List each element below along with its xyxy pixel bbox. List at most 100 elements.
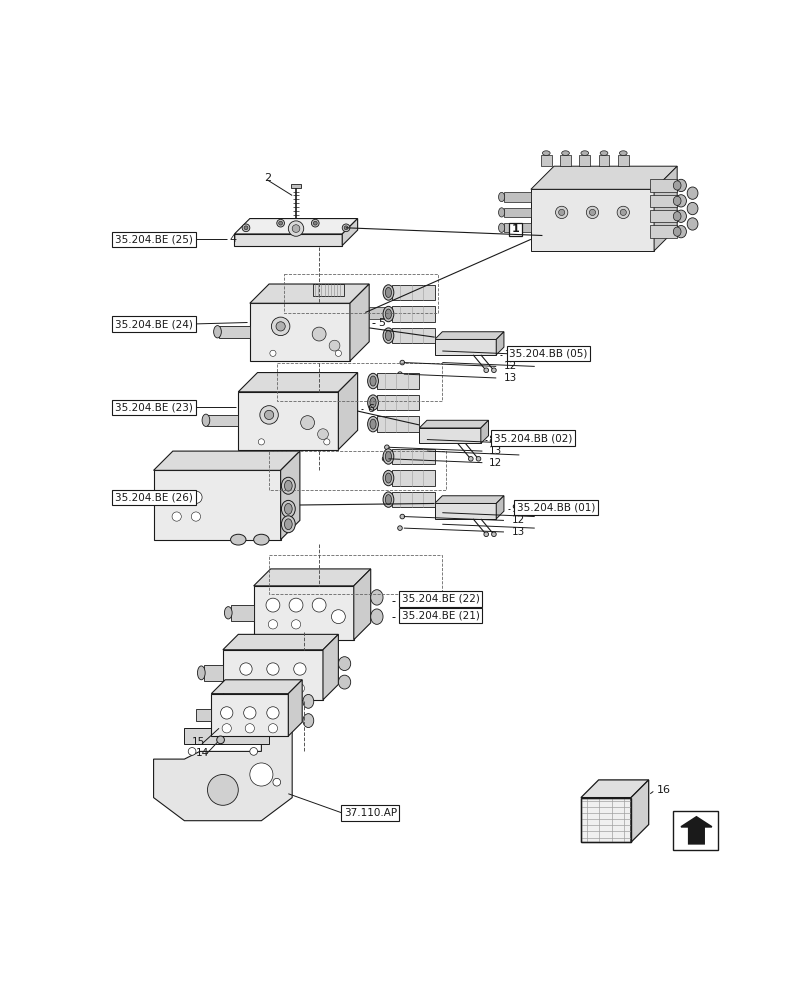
Polygon shape [234,219,357,234]
Circle shape [172,512,181,521]
Ellipse shape [672,227,680,236]
Polygon shape [650,179,676,192]
Circle shape [239,663,252,675]
Ellipse shape [385,287,391,297]
Polygon shape [598,155,609,166]
Text: 13: 13 [511,527,524,537]
Polygon shape [219,326,250,338]
Polygon shape [392,328,434,343]
Circle shape [268,684,277,693]
Polygon shape [418,428,480,443]
Circle shape [170,491,182,503]
Circle shape [331,610,345,624]
Text: 11: 11 [397,612,410,622]
Ellipse shape [253,534,268,545]
Ellipse shape [281,477,295,494]
Ellipse shape [230,534,246,545]
Polygon shape [338,373,357,450]
Circle shape [266,598,280,612]
Circle shape [222,724,231,733]
Polygon shape [680,817,711,844]
Circle shape [221,707,233,719]
Ellipse shape [367,373,378,389]
Polygon shape [234,234,341,246]
Bar [284,274,438,312]
Polygon shape [211,680,302,694]
Ellipse shape [202,414,209,426]
Polygon shape [496,496,504,519]
Circle shape [317,429,328,440]
Ellipse shape [385,451,391,461]
Polygon shape [434,332,504,339]
Polygon shape [504,192,530,202]
Polygon shape [434,496,504,503]
Circle shape [260,406,278,424]
Ellipse shape [213,326,221,338]
Ellipse shape [303,694,313,708]
Ellipse shape [498,208,504,217]
Polygon shape [650,195,676,207]
Ellipse shape [675,179,685,192]
Ellipse shape [675,210,685,222]
Polygon shape [496,332,504,355]
Circle shape [586,206,598,219]
Ellipse shape [284,480,292,491]
Text: 35.204.BB (05): 35.204.BB (05) [508,348,587,358]
Polygon shape [288,680,302,736]
Polygon shape [211,694,288,736]
Circle shape [258,439,264,445]
Polygon shape [253,586,354,640]
Text: 35.204.BE (22): 35.204.BE (22) [401,594,478,604]
Circle shape [616,206,629,219]
Polygon shape [291,184,300,188]
Polygon shape [504,223,530,232]
Polygon shape [530,189,654,251]
Circle shape [620,209,625,215]
Polygon shape [208,415,238,426]
Text: 35.204.BB (01): 35.204.BB (01) [517,502,594,512]
Text: 16: 16 [655,785,670,795]
Text: 1: 1 [511,224,519,234]
Ellipse shape [672,196,680,205]
Ellipse shape [385,331,391,341]
Text: 35.204.BB (02): 35.204.BB (02) [493,433,572,443]
Text: 14: 14 [195,748,209,758]
Text: 5: 5 [378,318,385,328]
Circle shape [400,514,404,519]
Text: 15: 15 [192,737,205,747]
Circle shape [384,445,388,450]
Circle shape [276,322,285,331]
Polygon shape [418,420,488,428]
Text: 8: 8 [488,435,495,445]
Ellipse shape [686,202,697,215]
Circle shape [311,327,326,341]
Circle shape [397,372,401,376]
Circle shape [491,368,496,373]
Polygon shape [392,306,434,322]
Circle shape [288,221,303,236]
Circle shape [295,684,304,693]
Text: 9: 9 [511,504,518,514]
Circle shape [335,350,341,356]
Circle shape [268,620,277,629]
Polygon shape [350,284,369,361]
Polygon shape [579,155,590,166]
Circle shape [311,598,326,612]
Circle shape [313,221,317,225]
Ellipse shape [498,192,504,202]
Polygon shape [434,503,496,519]
Polygon shape [153,451,299,470]
Circle shape [324,439,329,445]
Circle shape [555,206,567,219]
Polygon shape [504,208,530,217]
Ellipse shape [672,212,680,221]
Polygon shape [654,166,676,251]
Polygon shape [253,569,371,586]
Text: 35.204.BE (25): 35.204.BE (25) [115,234,193,244]
Polygon shape [369,307,384,319]
Ellipse shape [383,470,393,486]
Ellipse shape [367,416,378,432]
Ellipse shape [686,218,697,230]
Ellipse shape [686,187,697,199]
Circle shape [475,456,480,461]
